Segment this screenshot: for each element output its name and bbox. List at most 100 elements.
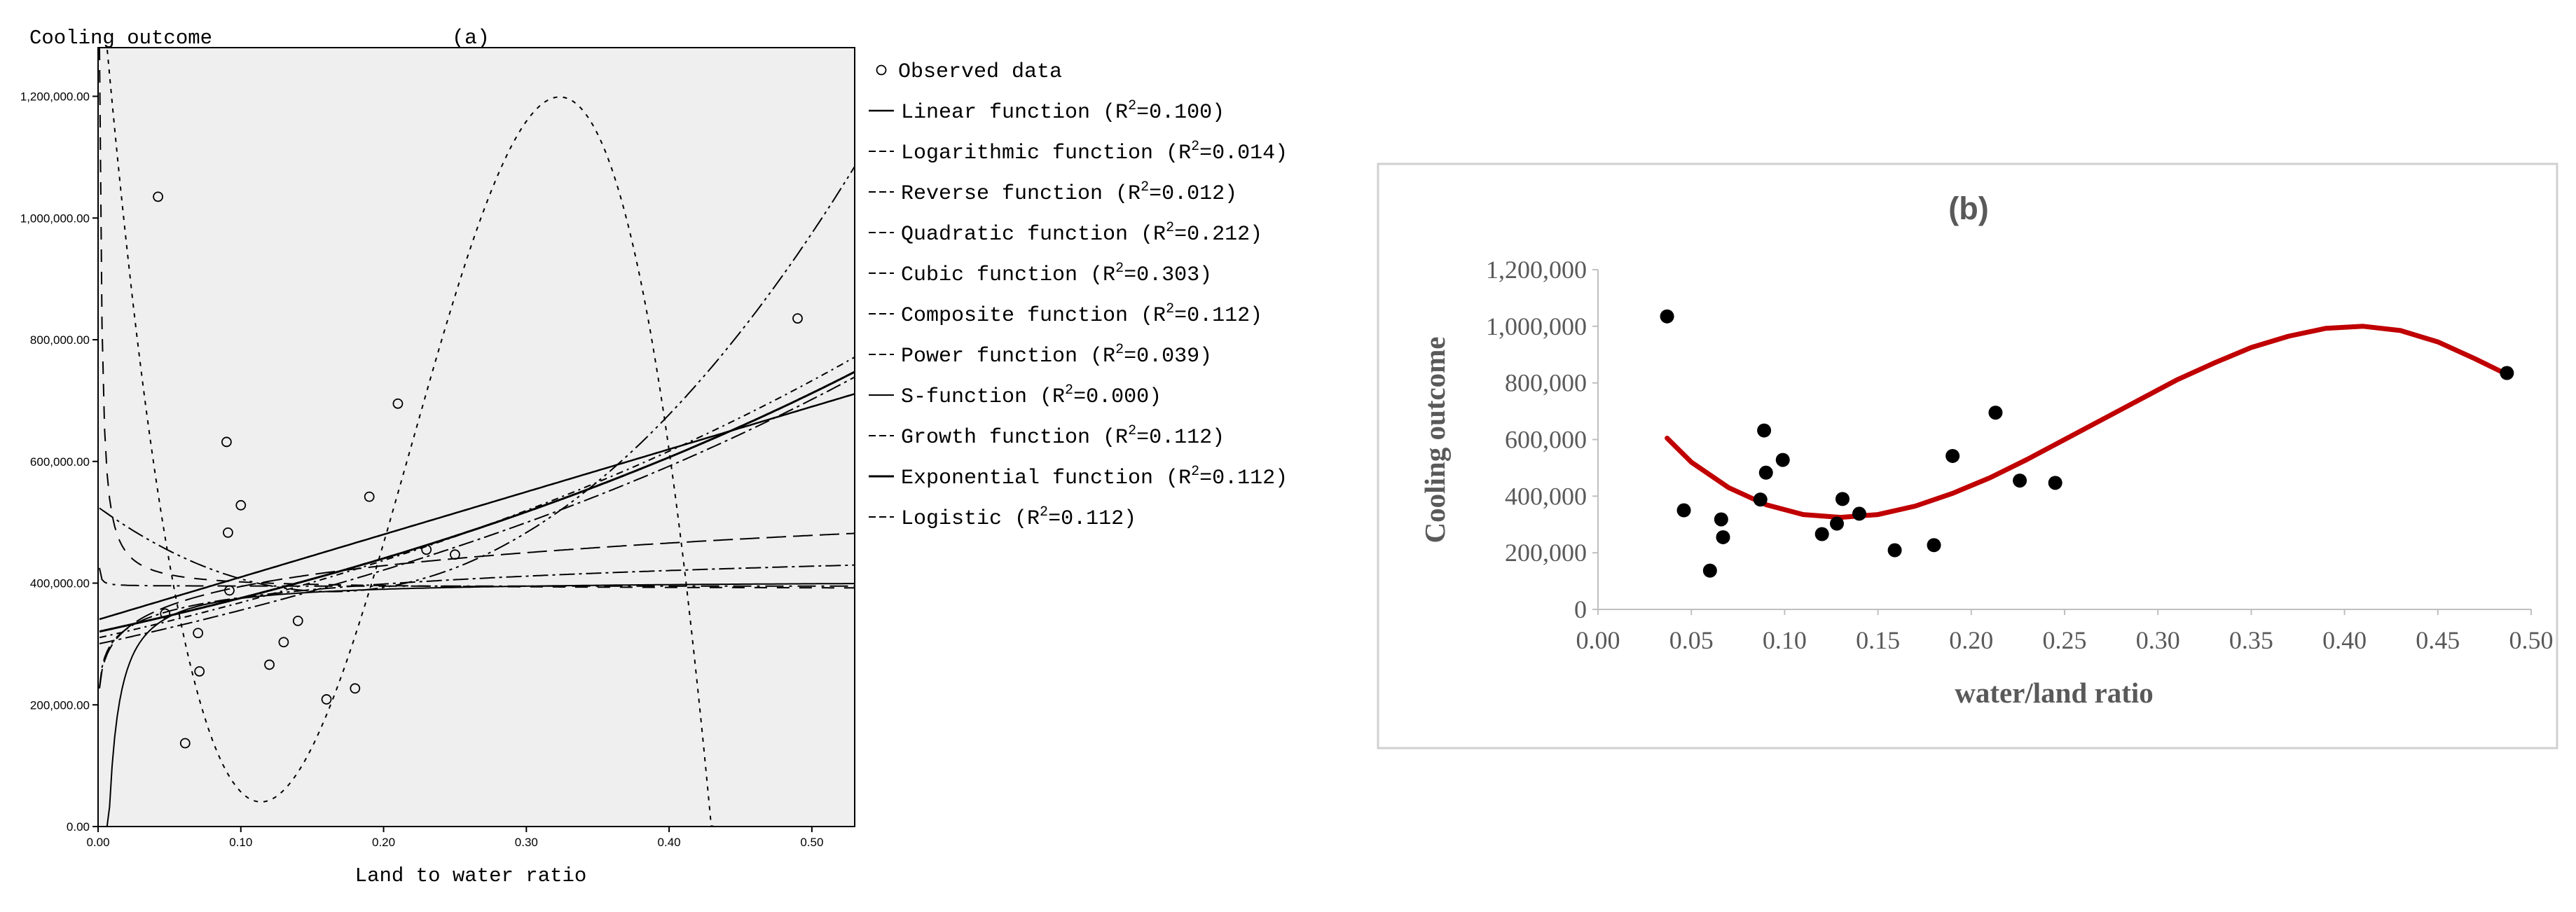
legend-label: Composite function (R2=0.112) [901,301,1262,328]
y-tick-label-a: 600,000.00 [30,455,90,469]
data-point-b [1829,516,1844,531]
y-axis-title-a: Cooling outcome [29,27,212,50]
data-point-b [2013,474,2027,488]
legend-label: Exponential function (R2=0.112) [901,464,1288,490]
x-tick-label-b: 0.35 [2229,626,2273,654]
legend-a: Observed data Linear function (R2=0.100) L… [869,60,1288,531]
observed-point-a [224,585,235,596]
x-tick-label-b: 0.15 [1856,626,1900,654]
x-tick-label-b: 0.45 [2416,626,2460,654]
data-point-b [1887,543,1902,558]
data-point-b [1852,506,1866,521]
x-axis-title-a: Land to water ratio [355,864,587,887]
legend-label: Logistic (R2=0.112) [901,504,1136,531]
y-tick-label-a: 800,000.00 [30,333,90,347]
data-point-b [1716,530,1730,544]
x-tick-label-b: 0.00 [1576,626,1620,654]
x-tick-label-b: 0.30 [2136,626,2180,654]
observed-point-a [264,659,275,670]
observed-point-a [321,694,332,705]
fit-curve-a [99,567,855,587]
x-tick-label-a: 0.50 [800,836,823,849]
observed-point-a [221,436,232,448]
trend-line-b [1665,324,2509,520]
data-point-b [1835,492,1850,506]
y-tick-label-a: 400,000.00 [30,577,90,590]
legend-label: Cubic function (R2=0.303) [901,261,1212,287]
data-point-b [1714,512,1728,527]
data-point-b [1660,309,1674,324]
data-point-b [1945,448,1960,463]
data-point-b [2048,476,2062,490]
y-ticks-a: 0.00 200,000.00 400,000.00 600,000.00 800,00… [20,90,98,834]
chart-b: (b) Cooling outcome water/land ratio 0 20… [1377,163,2558,749]
legend-label: Power function (R2=0.039) [901,342,1212,368]
y-tick-label-b: 800,000 [1505,369,1587,397]
fit-curve-a [99,47,855,827]
x-tick-label-a: 0.20 [372,836,395,849]
data-point-b [2500,366,2514,380]
trend-curve-b [1665,324,2509,520]
observed-point-a [292,615,303,626]
observed-point-a [421,544,432,555]
legend-label: Logarithmic function (R2=0.014) [901,139,1288,165]
legend-marker-observed [876,64,887,76]
panel-title-a: (a) [452,27,490,50]
chart-frame-b [1377,163,2558,749]
data-point-b [1676,503,1691,518]
fit-curve-a [99,166,855,593]
observed-point-a [194,666,205,677]
observed-point-a [792,313,803,324]
fit-curve-a [99,357,855,639]
x-tick-label-a: 0.10 [229,836,252,849]
fit-curve-a [99,47,855,589]
x-tick-label-a: 0.30 [515,836,538,849]
observed-point-a [392,398,404,409]
data-point-b [1758,465,1773,480]
y-tick-label-a: 1,200,000.00 [20,90,90,104]
observed-point-a [364,491,375,502]
x-tick-label-b: 0.40 [2322,626,2367,654]
x-axis-title-b: water/land ratio [1955,677,2154,709]
data-point-b [1927,538,1941,553]
x-ticks-b: 0.00 0.05 0.10 0.15 0.20 0.25 0.30 0.35 0.40 0.45… [1576,609,2554,654]
x-tick-label-b: 0.10 [1763,626,1807,654]
observed-point-a [179,738,191,749]
x-tick-label-b: 0.50 [2509,626,2554,654]
data-point-b [1775,452,1790,467]
x-ticks-a: 0.00 0.10 0.20 0.30 0.40 0.50 [86,827,823,849]
observed-point-a [223,527,233,538]
observed-point-a [235,499,247,511]
fit-curve-a [99,564,855,688]
y-tick-label-b: 0 [1574,595,1587,623]
fit-curves-a [99,47,855,827]
data-point-b [1753,492,1768,507]
y-tick-label-b: 600,000 [1505,426,1587,454]
observed-point-a [160,608,171,619]
legend-label: Reverse function (R2=0.012) [901,179,1237,206]
panel-title-b: (b) [1948,191,1988,226]
y-tick-label-b: 1,000,000 [1486,312,1587,340]
fit-curve-a [99,371,855,633]
legend-label: S-function (R2=0.000) [901,382,1162,409]
y-tick-label-a: 1,000,000.00 [20,212,90,225]
observed-point-a [450,549,460,560]
legend-label: Growth function (R2=0.112) [901,423,1225,450]
chart-a: Cooling outcome (a) Land to water ratio … [20,27,1288,887]
y-tick-label-a: 0.00 [67,820,90,834]
observed-point-a [350,683,361,694]
data-point-b [1702,563,1717,578]
legend-label-observed: Observed data [898,60,1062,84]
x-tick-label-a: 0.40 [658,836,681,849]
y-ticks-b: 0 200,000 400,000 600,000 800,000 1,000,000 1,… [1486,256,1598,623]
x-tick-label-b: 0.05 [1669,626,1714,654]
observed-point-a [278,637,289,648]
points-b [1660,309,2514,578]
fit-curve-a [99,583,855,827]
plot-area-a [97,47,855,827]
y-tick-label-b: 200,000 [1505,539,1587,567]
x-tick-label-b: 0.20 [1949,626,1993,654]
observed-point-a [193,628,204,639]
data-point-b [1814,527,1829,541]
data-point-b [1757,423,1772,438]
